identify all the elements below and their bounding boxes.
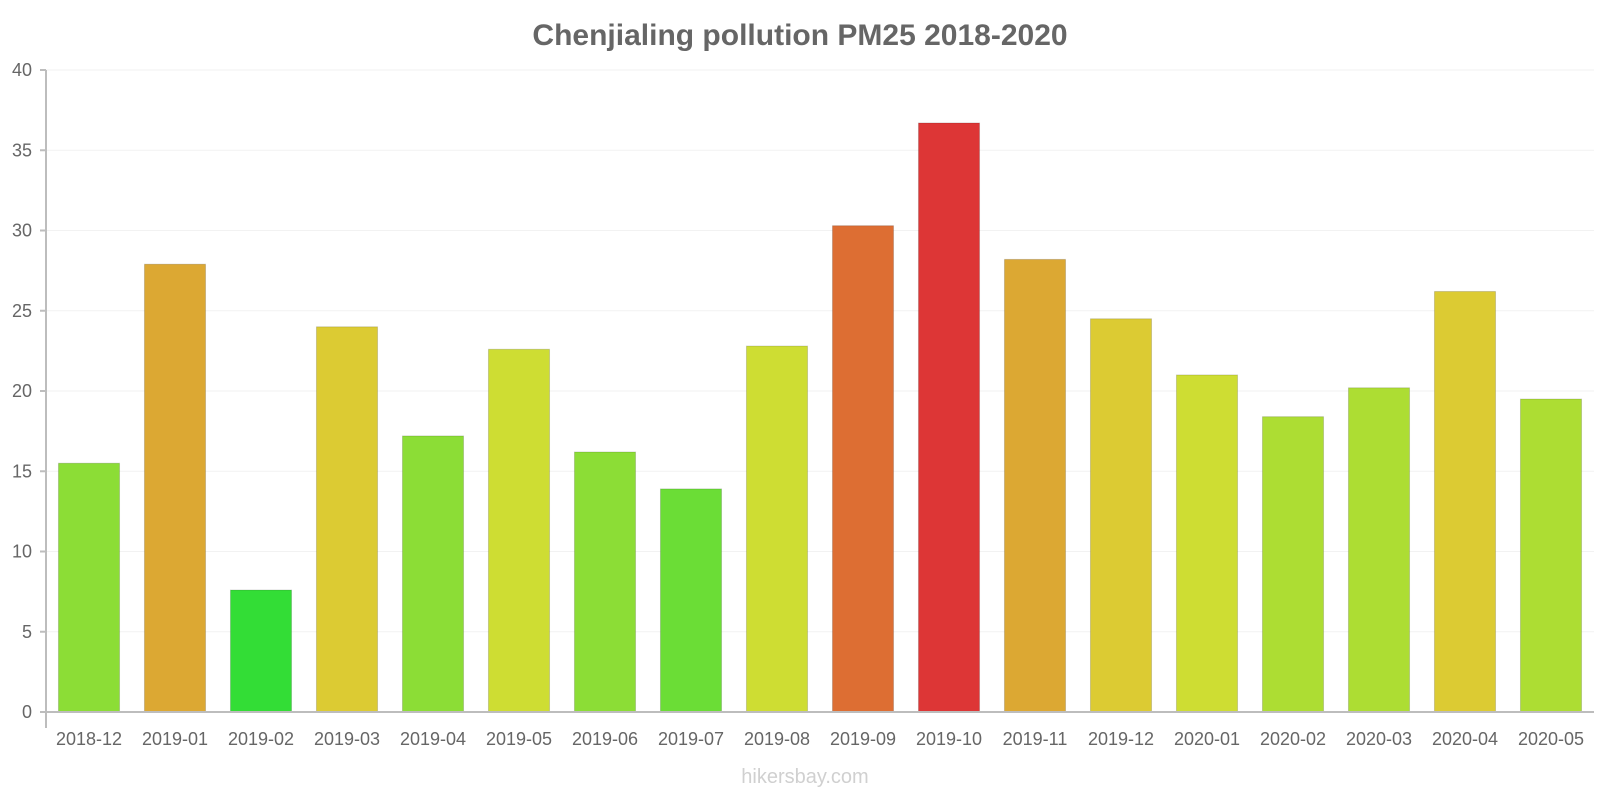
- x-tick-label: 2020-03: [1346, 729, 1412, 749]
- bar-2019-03: [315, 326, 379, 713]
- y-axis-ticks: 0 5 10 15 20 25 30 35 40: [12, 60, 46, 722]
- y-tick-label: 40: [12, 60, 32, 80]
- bar-2019-10: [917, 122, 981, 713]
- x-tick-label: 2019-02: [228, 729, 294, 749]
- x-tick-label: 2019-12: [1088, 729, 1154, 749]
- y-tick-label: 20: [12, 381, 32, 401]
- x-tick-label: 2019-04: [400, 729, 466, 749]
- bar-2019-12: [1089, 318, 1153, 713]
- x-tick-label: 2020-05: [1518, 729, 1584, 749]
- bar-2019-07: [659, 488, 723, 713]
- bars: [57, 122, 1583, 713]
- bar-2020-05: [1519, 398, 1583, 713]
- bar-2019-09: [831, 225, 895, 713]
- y-tick-label: 5: [22, 622, 32, 642]
- x-tick-label: 2019-06: [572, 729, 638, 749]
- chart-title: Chenjialing pollution PM25 2018-2020: [532, 19, 1067, 52]
- x-tick-label: 2020-04: [1432, 729, 1498, 749]
- x-tick-label: 2019-09: [830, 729, 896, 749]
- x-tick-label: 2018-12: [56, 729, 122, 749]
- bar-2019-05: [487, 348, 551, 713]
- x-tick-label: 2020-02: [1260, 729, 1326, 749]
- bar-2019-06: [573, 451, 637, 713]
- y-tick-label: 25: [12, 301, 32, 321]
- x-tick-label: 2019-05: [486, 729, 552, 749]
- x-tick-label: 2019-03: [314, 729, 380, 749]
- x-tick-label: 2019-10: [916, 729, 982, 749]
- bar-2020-01: [1175, 374, 1239, 713]
- y-tick-label: 35: [12, 140, 32, 160]
- x-tick-label: 2019-07: [658, 729, 724, 749]
- x-tick-label: 2019-01: [142, 729, 208, 749]
- bar-2019-01: [143, 263, 207, 713]
- bar-2019-11: [1003, 258, 1067, 713]
- bar-2020-04: [1433, 290, 1497, 713]
- x-axis-ticks: 2018-12 2019-01 2019-02 2019-03 2019-04 2019-…: [56, 729, 1584, 749]
- bar-2019-04: [401, 435, 465, 713]
- y-tick-label: 30: [12, 221, 32, 241]
- y-tick-label: 15: [12, 461, 32, 481]
- x-tick-label: 2019-08: [744, 729, 810, 749]
- bar-2019-08: [745, 345, 809, 713]
- y-tick-label: 0: [22, 702, 32, 722]
- x-tick-label: 2019-11: [1003, 729, 1068, 749]
- gridlines: [46, 69, 1594, 633]
- bar-2019-02: [229, 589, 293, 713]
- bar-2020-03: [1347, 387, 1411, 713]
- bar-2018-12: [57, 462, 121, 713]
- y-tick-label: 10: [12, 542, 32, 562]
- watermark: hikersbay.com: [741, 766, 868, 788]
- x-tick-label: 2020-01: [1174, 729, 1240, 749]
- bar-2020-02: [1261, 416, 1325, 713]
